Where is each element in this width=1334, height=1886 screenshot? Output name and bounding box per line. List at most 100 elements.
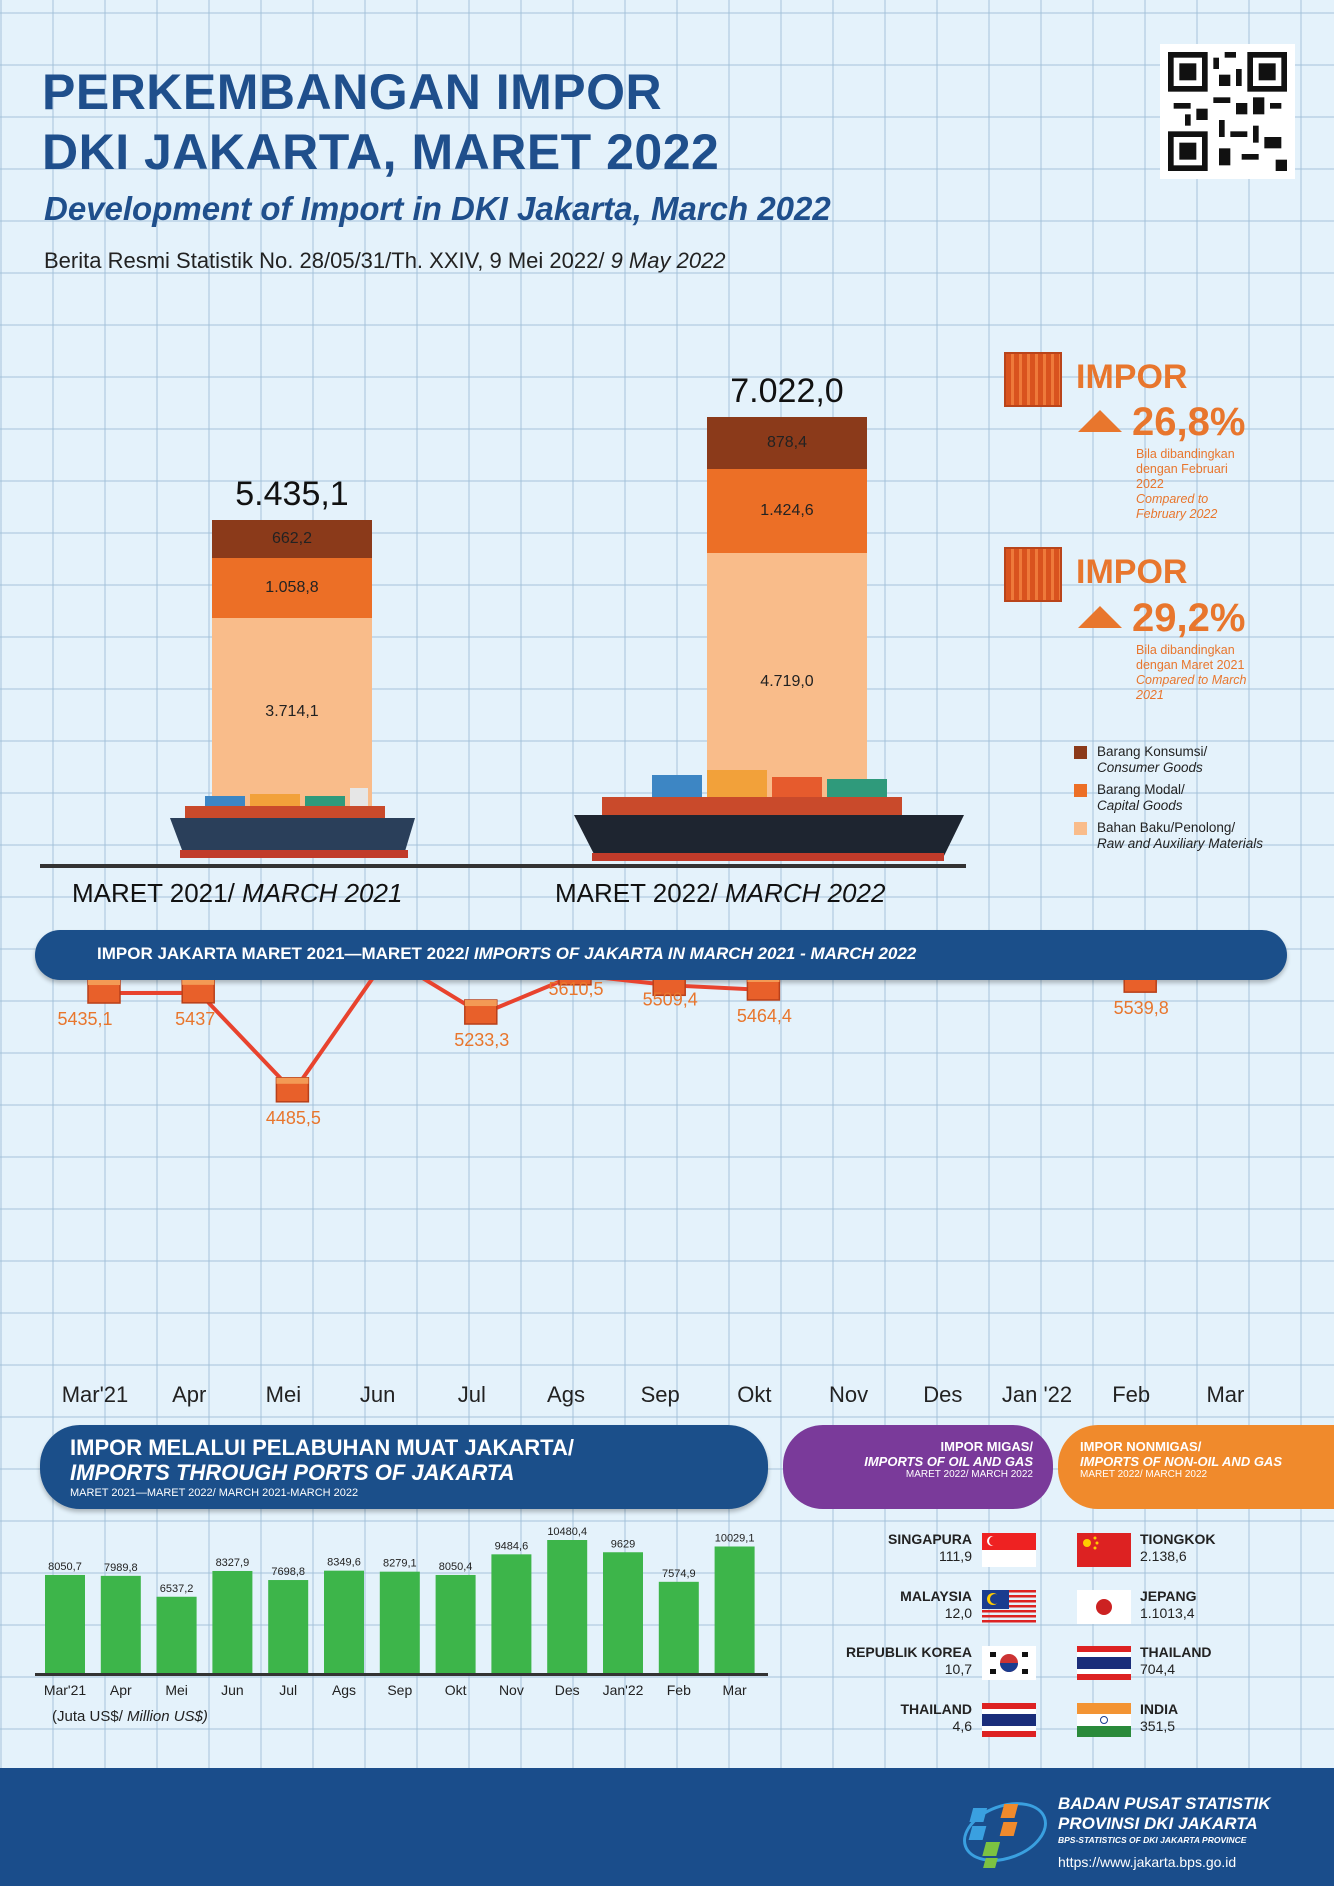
segment-label: 3.714,1 (265, 703, 319, 721)
data-point-marker: 5233,3 (454, 999, 509, 1050)
qr-code-icon (1168, 52, 1287, 171)
x-tick-label: Apr (172, 1382, 206, 1407)
data-point-marker: 5539,8 (1114, 980, 1169, 1018)
x-tick-label: Jan '22 (1002, 1382, 1072, 1407)
country-value: 4,6 (952, 1718, 972, 1734)
data-label: 5233,3 (454, 1030, 509, 1050)
page-subtitle: Development of Import in DKI Jakarta, Ma… (44, 190, 831, 227)
data-point-marker: 5610,5 (548, 980, 604, 999)
x-tick-label: Jun (221, 1682, 244, 1698)
migas-title: IMPOR MIGAS/ (940, 1439, 1033, 1454)
container-marker-icon (181, 980, 215, 1004)
thailand-flag-icon (1077, 1646, 1131, 1680)
org-name: BADAN PUSAT STATISTIK (1058, 1794, 1271, 1813)
x-tick-label: Jul (279, 1682, 297, 1698)
nonmigas-title-en: IMPORTS OF NON-OIL AND GAS (1080, 1454, 1282, 1469)
bar (658, 1581, 699, 1673)
nonmigas-country: INDIA 351,5 (1140, 1701, 1178, 1735)
bar (45, 1574, 85, 1673)
up-triangle-icon (1078, 410, 1122, 432)
legend: Barang Konsumsi/Consumer Goods Barang Mo… (1074, 744, 1263, 852)
legend-item-raw: Bahan Baku/Penolong/Raw and Auxiliary Ma… (1074, 820, 1263, 852)
banner-title: IMPOR JAKARTA MARET 2021—MARET 2022/ (97, 944, 474, 963)
segment-label: 1.424,6 (760, 501, 814, 519)
migas-title-en: IMPORTS OF OIL AND GAS (864, 1454, 1033, 1469)
nonmigas-banner: IMPOR NONMIGAS/ IMPORTS OF NON-OIL AND G… (1058, 1425, 1334, 1509)
data-label: 5610,5 (548, 980, 603, 999)
legend-swatch (1074, 746, 1087, 759)
migas-country: THAILAND 4,6 (900, 1701, 972, 1735)
legend-label-en: Capital Goods (1097, 798, 1183, 813)
legend-swatch (1074, 822, 1087, 835)
nonmigas-period: MARET 2022/ MARCH 2022 (1080, 1469, 1208, 1480)
x-tick-label: Nov (499, 1682, 524, 1698)
bar (268, 1580, 309, 1673)
data-point-marker: 4485,5 (266, 1077, 321, 1128)
x-axis (35, 1673, 768, 1676)
country-name: SINGAPURA (887, 1531, 972, 1547)
desc-id: Bila dibandingkan dengan Februari 2022 (1136, 447, 1235, 491)
ports-banner: IMPOR MELALUI PELABUHAN MUAT JAKARTA/ IM… (40, 1425, 768, 1509)
bar-value-label: 8279,1 (383, 1558, 417, 1570)
bar (547, 1540, 588, 1673)
nonmigas-title: IMPOR NONMIGAS/ (1080, 1439, 1202, 1454)
migas-country: MALAYSIA 12,0 (900, 1588, 972, 1622)
desc-en: Compared to February 2022 (1136, 492, 1218, 521)
release-info: Berita Resmi Statistik No. 28/05/31/Th. … (44, 248, 726, 274)
unit-id: (Juta US$/ (52, 1708, 128, 1725)
caption-en: MARCH 2022 (725, 878, 886, 908)
footer-url[interactable]: https://www.jakarta.bps.go.id (1058, 1854, 1237, 1870)
bar-value-label: 7989,8 (104, 1562, 138, 1574)
bar-value-label: 8349,6 (327, 1557, 361, 1569)
bar-value-label: 8327,9 (216, 1557, 250, 1569)
legend-swatch (1074, 784, 1087, 797)
banner-title-en: IMPORTS THROUGH PORTS OF JAKARTA (70, 1460, 515, 1485)
malaysia-flag-icon (982, 1590, 1036, 1624)
banner-title-en: IMPORTS OF JAKARTA IN MARCH 2021 - MARCH… (473, 944, 917, 963)
bar-caption-2022: MARET 2022/ MARCH 2022 (555, 878, 885, 909)
country-value: 1.1013,4 (1140, 1605, 1195, 1621)
cargo-ship-icon (574, 770, 964, 861)
south-korea-flag-icon (982, 1646, 1036, 1680)
release-id: Berita Resmi Statistik No. 28/05/31/Th. … (44, 248, 611, 273)
bar (435, 1574, 476, 1673)
summary-value: 26,8% (1132, 400, 1246, 444)
x-tick-label: Jul (458, 1382, 486, 1407)
segment-label: 662,2 (271, 529, 313, 547)
bar (212, 1570, 253, 1673)
segment-label: 1.058,8 (265, 578, 319, 596)
country-value: 704,4 (1140, 1661, 1176, 1677)
bar (324, 1570, 364, 1673)
container-marker-icon (558, 980, 592, 986)
segment-label: 878,4 (766, 434, 808, 452)
x-tick-label: Sep (641, 1382, 680, 1407)
container-marker-icon (746, 980, 781, 1001)
bar (714, 1546, 755, 1673)
x-tick-label: Nov (829, 1382, 868, 1407)
legend-item-capital: Barang Modal/Capital Goods (1074, 782, 1263, 814)
data-label: 4485,5 (266, 1108, 321, 1128)
stacked-bar: 3.714,1 1.058,8 662,2 (212, 520, 372, 830)
bar-value-label: 9484,6 (495, 1540, 529, 1552)
x-tick-label: Feb (667, 1682, 691, 1698)
data-point-marker: 5464,4 (737, 980, 792, 1026)
bar-value-label: 10480,4 (547, 1526, 587, 1538)
bar (491, 1554, 532, 1673)
x-tick-label: Mei (266, 1382, 301, 1407)
bar-segment-consumer: 878,4 (707, 417, 867, 470)
qr-code[interactable] (1160, 44, 1295, 179)
bar (100, 1575, 141, 1673)
footer-org: BADAN PUSAT STATISTIK PROVINSI DKI JAKAR… (1058, 1794, 1271, 1847)
footer: BADAN PUSAT STATISTIK PROVINSI DKI JAKAR… (0, 1768, 1334, 1886)
country-value: 12,0 (944, 1605, 972, 1621)
singapore-flag-icon (982, 1533, 1036, 1567)
shipping-container-icon (1004, 547, 1062, 602)
x-tick-label: Feb (1112, 1382, 1150, 1407)
data-label: 5464,4 (737, 1006, 792, 1026)
x-tick-label: Des (555, 1682, 580, 1698)
china-flag-icon (1077, 1533, 1131, 1567)
country-value: 351,5 (1140, 1718, 1176, 1734)
data-label: 5784 (368, 980, 408, 981)
desc-id: Bila dibandingkan dengan Maret 2021 (1136, 643, 1245, 672)
container-marker-icon (652, 980, 686, 997)
